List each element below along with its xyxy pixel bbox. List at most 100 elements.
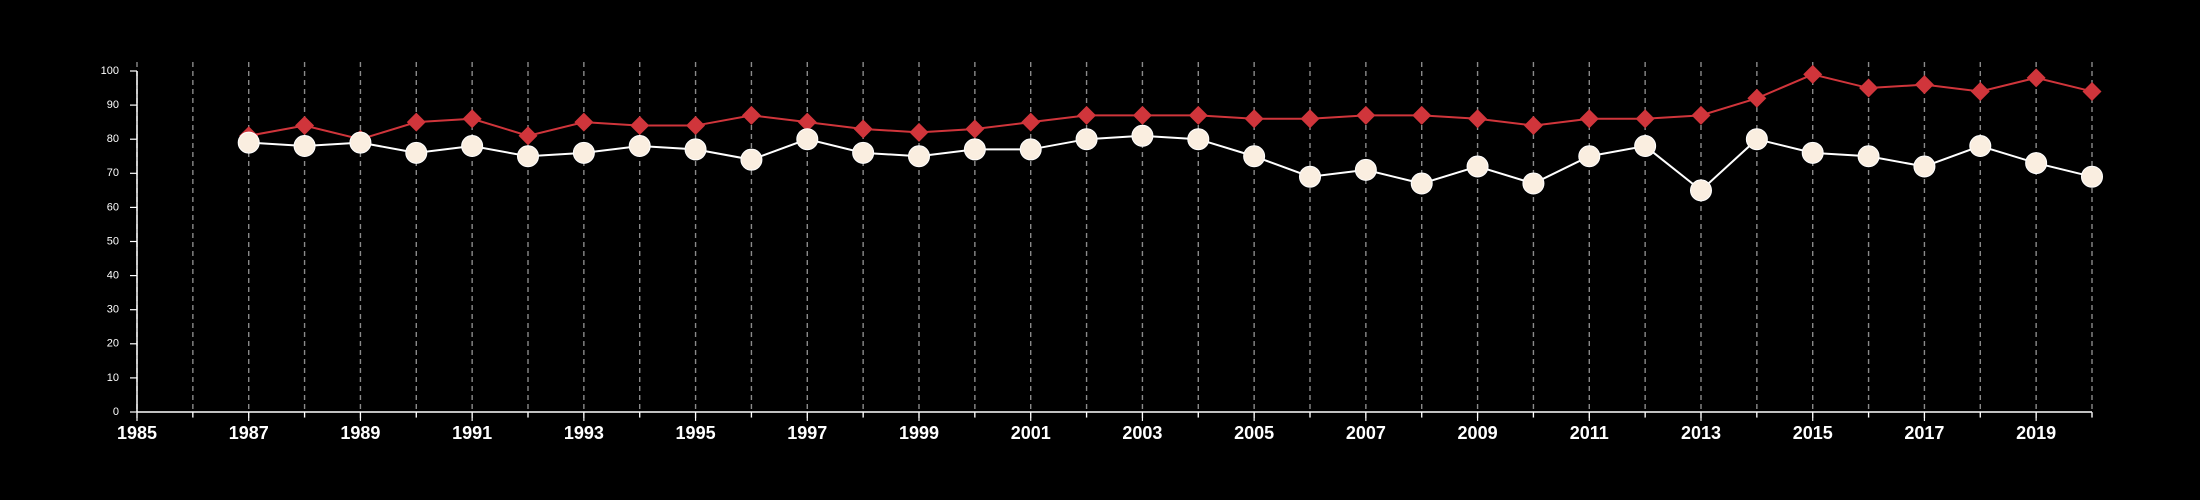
series-2-point <box>405 141 428 164</box>
x-tick-label: 1989 <box>340 423 380 443</box>
series-1-point <box>797 112 817 132</box>
y-tick-label: 100 <box>101 65 119 77</box>
series-2-point <box>1187 128 1210 151</box>
y-tick-label: 0 <box>113 406 119 418</box>
series-2-point <box>1690 179 1712 202</box>
series-2-point <box>1634 135 1657 158</box>
series-1-point <box>1356 105 1376 125</box>
y-tick-label: 60 <box>107 201 119 213</box>
series-2-point <box>1466 155 1489 178</box>
series-1-point <box>295 116 315 136</box>
series-2-point <box>1578 145 1601 168</box>
series-1-point <box>518 126 538 146</box>
series-1-point <box>2026 68 2046 88</box>
series-2-point <box>1913 155 1936 178</box>
series-2-point <box>1745 128 1768 151</box>
series-2-point <box>2081 165 2103 188</box>
series-1-point <box>630 116 650 136</box>
series-2-point <box>572 141 595 164</box>
series-2-point <box>1243 145 1266 168</box>
series-1-point <box>1970 81 1990 101</box>
series-2-point <box>517 145 539 168</box>
y-tick-label: 30 <box>107 304 119 316</box>
series-1-point <box>1635 109 1655 129</box>
series-2-point <box>1075 128 1098 151</box>
series-1-point <box>1914 75 1934 95</box>
x-tick-label: 1995 <box>676 423 716 443</box>
x-tick-label: 2005 <box>1234 423 1274 443</box>
x-tick-label: 1985 <box>117 423 157 443</box>
series-1-point <box>1021 112 1041 132</box>
series-2-point <box>1522 172 1545 195</box>
series-2-point <box>1299 165 1321 188</box>
series-1-line <box>248 73 2093 141</box>
x-tick-label: 2013 <box>1681 423 1721 443</box>
series-2-point <box>796 128 819 151</box>
series-2-point <box>1131 124 1154 147</box>
series-2-point <box>2025 152 2048 175</box>
x-tick-label: 2019 <box>2016 423 2056 443</box>
x-tick-label: 2015 <box>1793 423 1833 443</box>
series-1-point <box>1132 105 1152 125</box>
y-tick-label: 10 <box>107 372 119 384</box>
series <box>237 64 2103 202</box>
series-2-point <box>1801 141 1824 164</box>
x-tick-label: 1993 <box>564 423 604 443</box>
series-2-point <box>908 145 930 168</box>
series-1-point <box>1468 109 1488 129</box>
x-tick-label: 1987 <box>229 423 269 443</box>
series-1-point <box>1523 116 1543 136</box>
series-1-point <box>686 116 706 136</box>
x-tick-label: 1999 <box>899 423 939 443</box>
x-tick-label: 2007 <box>1346 423 1386 443</box>
y-tick-label: 50 <box>107 235 119 247</box>
series-2-point <box>628 135 651 158</box>
series-2-point <box>1410 172 1433 195</box>
series-1-point <box>1300 109 1320 129</box>
series-1-point <box>1244 109 1264 129</box>
series-2-point <box>461 135 484 158</box>
series-1-point <box>2082 81 2102 101</box>
series-1-point <box>1803 64 1823 84</box>
series-1-point <box>965 119 985 139</box>
series-1-point <box>853 119 873 139</box>
series-1-point <box>1691 105 1711 125</box>
series-1-point <box>1077 105 1097 125</box>
series-1-point <box>1859 78 1879 98</box>
series-2-point <box>852 141 875 164</box>
series-2-point <box>1857 145 1880 168</box>
series-2-point <box>237 131 260 154</box>
series-1-point <box>1188 105 1208 125</box>
x-tick-label: 2017 <box>1904 423 1944 443</box>
series-1-point <box>1412 105 1432 125</box>
series-1-point <box>741 105 761 125</box>
series-1-point <box>909 122 929 142</box>
x-tick-label: 1997 <box>787 423 827 443</box>
grid-lines <box>136 62 2093 420</box>
x-tick-label: 2001 <box>1011 423 1051 443</box>
series-2-point <box>293 135 316 158</box>
axes: 0 10 20 30 40 50 60 70 80 90 100 1985 1987 1989 1991 19… <box>101 65 2093 443</box>
series-2-point <box>740 148 763 171</box>
series-2-point <box>1354 158 1377 181</box>
series-1-point <box>1579 109 1599 129</box>
y-tick-label: 80 <box>107 133 119 145</box>
y-tick-label: 40 <box>107 270 119 282</box>
x-tick-label: 2011 <box>1570 423 1609 443</box>
series-1-point <box>462 109 482 129</box>
x-tick-label: 2003 <box>1122 423 1162 443</box>
series-2-point <box>349 131 372 154</box>
series-2-point <box>1969 135 1992 158</box>
series-2-point <box>963 138 986 161</box>
y-tick-label: 20 <box>107 338 119 350</box>
x-tick-label: 1991 <box>452 423 492 443</box>
series-2-point <box>1019 138 1042 161</box>
y-tick-label: 90 <box>107 99 119 111</box>
series-1-point <box>1747 88 1767 108</box>
series-2-point <box>684 138 707 161</box>
series-1-point <box>574 112 594 132</box>
y-tick-label: 70 <box>107 167 119 179</box>
x-tick-label: 2009 <box>1458 423 1498 443</box>
series-2-line <box>248 134 2093 192</box>
